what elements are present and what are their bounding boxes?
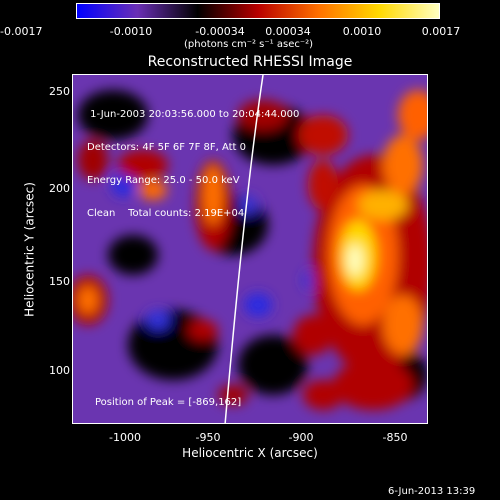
- colorbar-tick-label: 0.0017: [421, 25, 461, 38]
- colorbar: [76, 3, 440, 19]
- image-map: [73, 75, 427, 423]
- image-title: Reconstructed RHESSI Image: [147, 54, 353, 70]
- x-tick-label: -950: [195, 431, 221, 444]
- x-tick-label: -900: [288, 431, 314, 444]
- x-axis-label: Heliocentric X (arcsec): [182, 446, 318, 460]
- info-detectors: Detectors: 4F 5F 6F 7F 8F, Att 0: [87, 142, 247, 153]
- solar-limb-line: [224, 75, 264, 423]
- observation-info: 1-Jun-2003 20:03:56.000 to 20:04:44.000 …: [87, 87, 299, 241]
- y-tick-label: 150: [49, 275, 70, 288]
- colorbar-units: (photons cm⁻² s⁻¹ asec⁻²): [184, 39, 314, 50]
- y-tick-label: 200: [49, 182, 70, 195]
- colorbar-tick-label: -0.0010: [109, 25, 153, 38]
- info-time-range: 1-Jun-2003 20:03:56.000 to 20:04:44.000: [87, 109, 300, 120]
- plot-timestamp: 6-Jun-2013 13:39: [388, 486, 476, 497]
- peak-position: Position of Peak = [-869,162]: [95, 397, 242, 408]
- x-tick-label: -850: [382, 431, 408, 444]
- y-tick-label: 100: [49, 364, 70, 377]
- colorbar-tick-label: -0.0017: [0, 25, 43, 38]
- info-energy-range: Energy Range: 25.0 - 50.0 keV: [87, 175, 240, 186]
- colorbar-tick-label: -0.00034: [195, 25, 245, 38]
- y-tick-label: 250: [49, 85, 70, 98]
- reconstructed-image: 1-Jun-2003 20:03:56.000 to 20:04:44.000 …: [72, 74, 428, 424]
- y-axis-label: Heliocentric Y (arcsec): [22, 182, 37, 317]
- flux-blobs: [73, 90, 427, 410]
- colorbar-tick-label: 0.00034: [265, 25, 311, 38]
- x-tick-label: -1000: [109, 431, 141, 444]
- colorbar-tick-label: 0.0010: [342, 25, 382, 38]
- info-total-counts: Clean Total counts: 2.19E+04: [87, 208, 245, 219]
